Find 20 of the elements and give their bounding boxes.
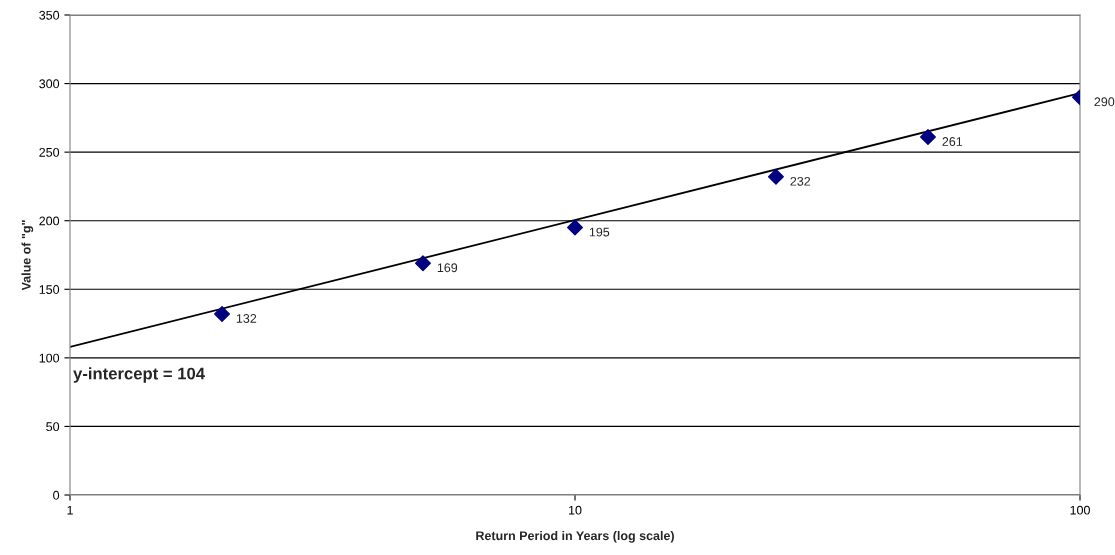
y-tick-label: 100: [39, 353, 60, 363]
annotation: y-intercept = 104: [73, 367, 205, 383]
data-label: 195: [589, 227, 610, 237]
x-axis-title: Return Period in Years (log scale): [476, 530, 674, 543]
y-tick-label: 0: [53, 490, 60, 500]
x-tick-label: 1: [67, 505, 73, 515]
data-label: 132: [236, 314, 257, 323]
x-tick-label: 10: [569, 505, 582, 515]
y-tick-label: 50: [46, 422, 60, 432]
y-axis-title: Value of "g": [21, 220, 34, 291]
y-tick-label: 300: [39, 79, 60, 89]
y-tick-label: 250: [39, 147, 60, 157]
data-label: 290: [1094, 97, 1115, 107]
data-label: 169: [437, 263, 458, 273]
y-tick-label: 350: [39, 10, 60, 20]
data-label: 232: [790, 176, 811, 186]
y-tick-label: 200: [39, 216, 60, 226]
x-tick-label: 100: [1070, 505, 1090, 515]
y-tick-label: 150: [39, 285, 60, 294]
data-label: 261: [942, 137, 963, 146]
